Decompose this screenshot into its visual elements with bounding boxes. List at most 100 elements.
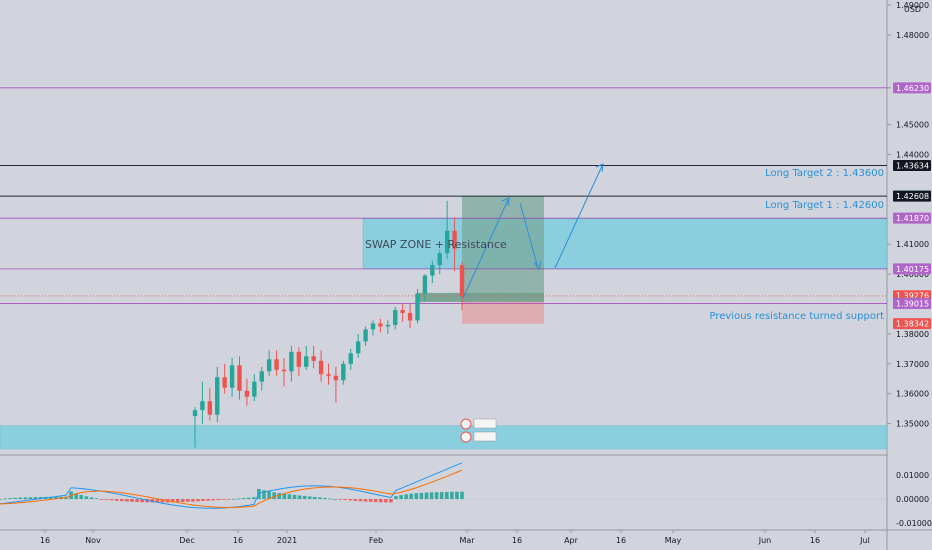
trade-profit-box[interactable] bbox=[462, 196, 544, 296]
macd-histogram-bar bbox=[424, 492, 429, 500]
price-tag-label: 1.40175 bbox=[896, 265, 929, 274]
x-tick-label: Feb bbox=[369, 536, 383, 545]
x-tick-label: Apr bbox=[564, 536, 579, 545]
event-icon[interactable] bbox=[460, 431, 472, 443]
event-markers[interactable] bbox=[460, 418, 497, 443]
price-tag bbox=[893, 159, 931, 171]
macd-histogram-bar bbox=[302, 495, 307, 500]
macd-histogram-bar bbox=[328, 498, 332, 500]
macd-histogram-bar bbox=[130, 499, 134, 502]
macd-histogram-bar bbox=[114, 499, 119, 501]
candle-body bbox=[326, 374, 331, 376]
price-tag bbox=[893, 263, 931, 275]
price-tag-label: 1.41870 bbox=[896, 214, 929, 223]
x-tick-label: 16 bbox=[40, 536, 50, 545]
x-tick-label: Dec bbox=[179, 536, 194, 545]
macd-histogram-bar bbox=[455, 491, 459, 500]
support-label[interactable]: Previous resistance turned support bbox=[709, 311, 884, 322]
macd-histogram-bar bbox=[140, 499, 144, 503]
x-tick-label: May bbox=[665, 536, 682, 545]
macd-histogram-bar bbox=[287, 494, 292, 500]
candle-body bbox=[296, 351, 302, 367]
trade-entry-bar[interactable] bbox=[418, 292, 544, 302]
candle-body bbox=[415, 293, 420, 321]
candle-body bbox=[192, 410, 198, 417]
y-tick-label: 1.45000 bbox=[896, 121, 929, 130]
support-zone[interactable] bbox=[0, 425, 888, 450]
candle-body bbox=[289, 351, 294, 372]
candle-body bbox=[266, 359, 272, 372]
arrowhead-icon bbox=[595, 163, 604, 173]
macd-histogram-bar bbox=[94, 498, 99, 500]
trade-box[interactable] bbox=[0, 196, 887, 324]
price-tag bbox=[893, 298, 931, 310]
currency-label: USD bbox=[904, 5, 921, 14]
macd-histogram-bar bbox=[429, 492, 434, 500]
macd-histogram-bar bbox=[333, 499, 337, 500]
macd-histogram-bar bbox=[241, 498, 246, 500]
macd-histogram-bar bbox=[180, 499, 185, 503]
arrow-path-3[interactable] bbox=[554, 165, 603, 269]
candle-body bbox=[355, 341, 361, 354]
arrow-path-1[interactable] bbox=[462, 199, 509, 299]
candle-body bbox=[304, 356, 309, 367]
macd-histogram-bar bbox=[343, 499, 348, 500]
macd-histogram-bar bbox=[318, 497, 322, 500]
macd-histogram-bar bbox=[3, 498, 7, 500]
candle-body bbox=[459, 265, 465, 296]
x-tick-label: 16 bbox=[616, 536, 626, 545]
x-tick-label: 2021 bbox=[277, 536, 297, 545]
price-tags: 1.462301.436341.426141.426081.418701.401… bbox=[893, 82, 931, 330]
long-target-2-label[interactable]: Long Target 2 : 1.43600 bbox=[765, 168, 884, 179]
macd-histogram-bar bbox=[196, 499, 200, 502]
macd-histogram-bar bbox=[292, 494, 297, 500]
long-target-1-label[interactable]: Long Target 1 : 1.42600 bbox=[765, 200, 884, 211]
macd-histogram-bar bbox=[338, 499, 342, 500]
macd-histogram-bar bbox=[307, 496, 312, 500]
candle-body bbox=[363, 329, 368, 342]
macd-pane[interactable] bbox=[0, 462, 887, 509]
macd-histogram-bar bbox=[155, 499, 160, 503]
candle-body bbox=[200, 401, 205, 411]
horizontal-lines-layer[interactable] bbox=[0, 87, 887, 304]
macd-histogram-bar bbox=[358, 499, 363, 502]
candle-body bbox=[244, 390, 250, 397]
arrow-path-2[interactable] bbox=[519, 202, 539, 269]
projection-arrows[interactable] bbox=[462, 163, 604, 299]
candle-body bbox=[378, 323, 383, 327]
zones-layer bbox=[0, 217, 888, 450]
macd-axis-ticks: 0.01000 0.00000 -0.01000 bbox=[896, 471, 932, 528]
candle-body bbox=[281, 369, 287, 372]
candle-body bbox=[259, 371, 264, 382]
macd-histogram-bar bbox=[160, 499, 165, 503]
macd-histogram-bar bbox=[89, 497, 94, 500]
y-tick-label: 1.40000 bbox=[896, 270, 929, 279]
x-tick-label: Mar bbox=[459, 536, 475, 545]
candle-body bbox=[237, 365, 242, 391]
macd-histogram-bar bbox=[84, 496, 89, 500]
swap-zone[interactable] bbox=[362, 217, 888, 270]
macd-histogram-bar bbox=[348, 499, 353, 501]
macd-histogram-bar bbox=[399, 495, 403, 500]
macd-histogram-bar bbox=[28, 497, 33, 500]
macd-histogram-bar bbox=[109, 499, 114, 501]
candle-body bbox=[222, 377, 227, 388]
event-badge[interactable] bbox=[473, 418, 497, 429]
y-tick-label: 1.37000 bbox=[896, 360, 929, 369]
macd-histogram-bar bbox=[216, 499, 221, 501]
event-icon[interactable] bbox=[460, 418, 472, 430]
candle-body bbox=[311, 356, 316, 361]
macd-histogram-bar bbox=[206, 499, 210, 501]
candle-body bbox=[252, 381, 257, 397]
macd-histogram-bar bbox=[38, 497, 43, 500]
x-tick-label: 16 bbox=[233, 536, 243, 545]
candle-body bbox=[437, 253, 442, 266]
macd-histogram-bar bbox=[74, 493, 78, 500]
y-tick-label: 1.36000 bbox=[896, 390, 929, 399]
macd-histogram-bar bbox=[404, 494, 408, 500]
event-badge[interactable] bbox=[473, 431, 497, 442]
macd-histogram-bar bbox=[79, 494, 84, 500]
macd-histogram-bar bbox=[409, 493, 414, 500]
